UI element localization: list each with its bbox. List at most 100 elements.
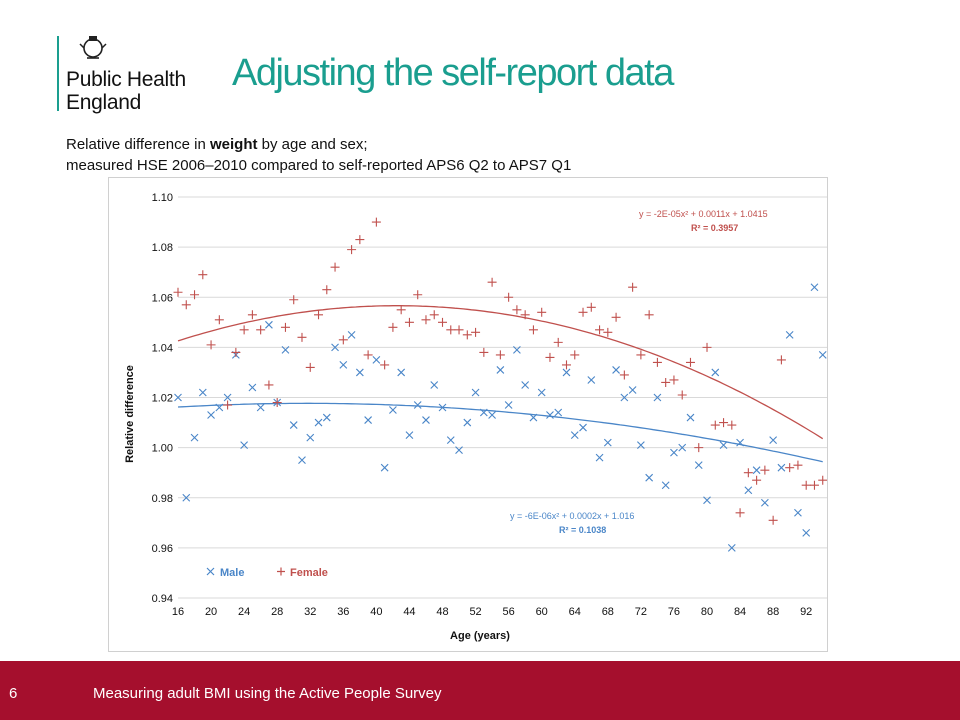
x-tick-label: 88 [767,606,779,618]
point-male [554,408,563,417]
point-female [388,322,398,332]
point-male [579,423,587,432]
point-female [190,290,200,300]
point-female [553,337,563,347]
point-female [504,292,514,302]
point-male [504,401,513,409]
male-trend-r2: R² = 0.1038 [559,525,606,535]
y-tick-label: 1.08 [152,242,173,254]
point-male [670,448,678,457]
point-male [794,508,802,517]
royal-crest-icon [79,36,107,59]
point-male [455,446,463,455]
y-tick-label: 1.02 [152,393,173,405]
x-tick-label: 56 [503,606,515,618]
point-female [520,310,530,320]
footer-bar [0,661,960,720]
point-female [314,310,324,320]
point-male [223,393,232,402]
point-female [487,277,497,287]
trendline-male [177,402,823,463]
point-male [331,343,339,352]
point-female [438,317,448,327]
point-male [686,413,695,422]
point-female [760,465,770,475]
point-female [702,342,712,352]
point-male [719,441,728,450]
point-female [322,285,332,295]
point-male [727,543,736,552]
point-male [446,436,455,444]
point-female [694,443,704,453]
point-female [512,305,522,315]
point-female [396,305,406,315]
point-female [471,327,481,337]
x-tick-label: 24 [238,606,250,618]
x-tick-label: 20 [205,606,217,618]
point-female [231,347,241,357]
point-female [247,310,257,320]
x-tick-label: 92 [800,606,812,618]
point-female [652,357,662,367]
male-trend-equation: y = -6E-06x² + 0.0002x + 1.016 [510,511,634,521]
chart-frame: 0.94 0.96 0.98 1.00 1.02 1.04 1.06 1.08 1.10 16 2… [108,177,830,652]
point-female [793,460,803,470]
point-male [397,368,406,377]
point-female [595,325,605,335]
point-male [240,441,249,450]
trendlines [177,305,824,463]
x-axis-label: Age (years) [450,630,510,642]
subtitle-line1: Relative difference in weight by age and… [66,134,571,155]
point-male [661,481,670,490]
legend-female-label: Female [290,567,328,579]
point-male [306,433,315,442]
subtitle-line2: measured HSE 2006–2010 compared to self-… [66,157,572,174]
point-female [223,400,233,410]
point-female [239,325,249,335]
legend-male-label: Male [220,567,244,579]
slide-title: Adjusting the self-report data [232,52,674,94]
point-female [305,362,315,372]
scatter-chart: 0.94 0.96 0.98 1.00 1.02 1.04 1.06 1.08 1.10 16 2… [124,192,830,642]
point-female [570,350,580,360]
y-tick-label: 1.00 [152,443,173,455]
trendline-female [177,305,824,440]
point-male [703,496,711,505]
subtitle-bold: weight [209,136,258,153]
point-male [769,436,778,444]
point-male [744,486,753,495]
point-male [537,388,546,397]
point-female [561,360,571,370]
point-male [612,366,620,374]
point-female [669,375,679,385]
point-male [736,438,744,447]
point-male [174,393,182,402]
point-male [372,356,381,364]
point-male [413,401,422,409]
x-axis-ticks: 16 20 24 28 32 36 40 44 48 52 56 60 64 68 72 76 80 84 88 92 [172,606,812,618]
point-female [644,310,654,320]
point-female [743,468,753,478]
data-points [173,217,828,552]
logo-divider [57,36,59,111]
point-female [181,300,191,310]
point-male [355,368,364,377]
point-female [495,350,505,360]
point-male [587,376,596,384]
point-male [513,345,521,354]
point-male [314,418,323,427]
subtitle-text-b: by age and sex; [257,136,368,153]
point-male [207,411,215,419]
y-tick-label: 0.94 [152,593,173,605]
x-tick-label: 16 [172,606,184,618]
point-male [265,320,273,329]
point-male [694,461,703,470]
point-female [801,480,811,490]
point-female [446,325,456,335]
point-male [471,388,480,397]
point-female [371,217,381,227]
female-trend-r2: R² = 0.3957 [691,223,738,233]
point-male [430,381,439,389]
point-male [463,418,472,427]
point-male [190,433,199,442]
